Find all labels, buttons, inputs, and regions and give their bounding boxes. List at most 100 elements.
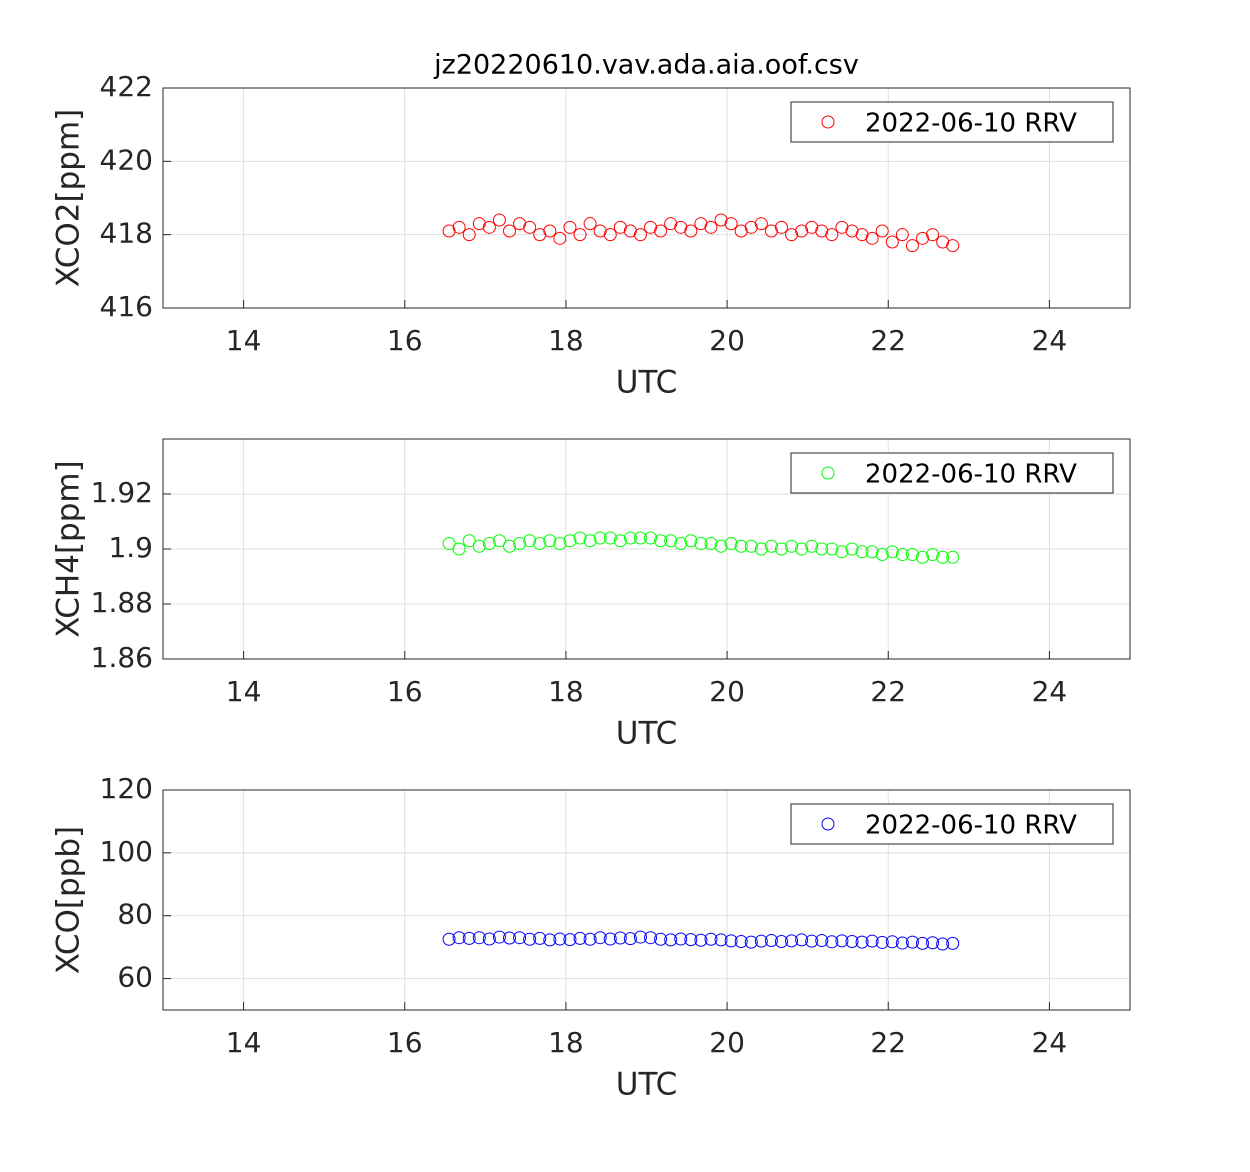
data-point bbox=[533, 537, 547, 550]
data-point bbox=[734, 539, 748, 553]
data-point bbox=[623, 932, 637, 946]
data-point bbox=[503, 931, 517, 945]
data-point bbox=[442, 537, 456, 550]
data-point bbox=[835, 934, 849, 948]
data-point bbox=[563, 534, 577, 548]
data-point bbox=[936, 235, 950, 249]
data-point bbox=[654, 224, 668, 238]
data-point bbox=[774, 934, 788, 948]
data-point bbox=[875, 935, 889, 949]
y-axis-label: XCO[ppb] bbox=[51, 826, 87, 974]
y-tick-label: 100 bbox=[100, 835, 153, 868]
data-point bbox=[754, 542, 768, 556]
data-point bbox=[936, 550, 950, 564]
x-tick-label: 18 bbox=[548, 324, 584, 357]
data-point bbox=[714, 539, 728, 553]
data-point bbox=[664, 933, 678, 947]
x-tick-label: 20 bbox=[709, 324, 745, 357]
data-point bbox=[815, 224, 829, 238]
data-point bbox=[835, 545, 849, 559]
data-point bbox=[633, 930, 647, 944]
data-point bbox=[613, 220, 627, 234]
y-tick-label: 1.86 bbox=[91, 641, 153, 674]
legend-label: 2022-06-10 RRV bbox=[865, 109, 1077, 139]
y-tick-label: 422 bbox=[100, 70, 153, 103]
data-point bbox=[593, 531, 607, 545]
data-point bbox=[694, 933, 708, 947]
data-point bbox=[845, 224, 859, 238]
data-point bbox=[764, 539, 778, 553]
x-tick-label: 14 bbox=[226, 1026, 262, 1059]
data-point bbox=[472, 217, 486, 231]
y-tick-label: 1.88 bbox=[91, 586, 153, 619]
data-point bbox=[764, 934, 778, 948]
data-point bbox=[583, 932, 597, 946]
data-point bbox=[795, 542, 809, 556]
data-point bbox=[603, 932, 617, 946]
x-tick-label: 16 bbox=[387, 675, 423, 708]
axes-frame bbox=[162, 789, 1131, 1011]
data-point bbox=[724, 217, 738, 231]
data-point bbox=[915, 936, 929, 950]
data-point bbox=[805, 539, 819, 553]
data-point bbox=[563, 220, 577, 234]
data-point bbox=[694, 217, 708, 231]
data-point bbox=[462, 534, 476, 548]
data-point bbox=[754, 934, 768, 948]
data-point bbox=[623, 531, 637, 545]
data-point bbox=[724, 934, 738, 948]
y-tick-label: 60 bbox=[117, 961, 153, 994]
data-point bbox=[774, 220, 788, 234]
data-point bbox=[744, 220, 758, 234]
data-point bbox=[875, 548, 889, 561]
data-point bbox=[905, 935, 919, 949]
data-point bbox=[845, 934, 859, 948]
x-tick-label: 16 bbox=[387, 1026, 423, 1059]
data-point bbox=[644, 931, 658, 945]
data-point bbox=[865, 934, 879, 948]
data-point bbox=[674, 932, 688, 946]
data-point bbox=[633, 531, 647, 545]
data-point bbox=[885, 545, 899, 559]
data-point bbox=[946, 550, 960, 564]
x-tick-label: 24 bbox=[1032, 1026, 1068, 1059]
data-point bbox=[513, 931, 527, 945]
data-point bbox=[895, 936, 909, 950]
x-tick-label: 14 bbox=[226, 675, 262, 708]
data-point bbox=[805, 934, 819, 948]
legend-label: 2022-06-10 RRV bbox=[865, 460, 1077, 490]
data-point bbox=[815, 542, 829, 556]
data-point bbox=[523, 534, 537, 548]
data-point bbox=[523, 932, 537, 946]
data-point bbox=[805, 220, 819, 234]
data-point bbox=[926, 936, 940, 950]
legend-marker bbox=[821, 817, 835, 831]
data-point bbox=[603, 531, 617, 545]
data-point bbox=[734, 224, 748, 238]
data-point bbox=[533, 228, 547, 242]
data-point bbox=[744, 539, 758, 553]
legend-box bbox=[790, 803, 1114, 845]
data-point bbox=[543, 933, 557, 947]
data-point bbox=[583, 534, 597, 548]
data-point bbox=[895, 548, 909, 561]
chart-title: jz20220610.vav.ada.aia.oof.csv bbox=[433, 50, 859, 81]
data-point bbox=[946, 936, 960, 950]
data-point bbox=[523, 220, 537, 234]
data-point bbox=[915, 550, 929, 564]
data-point bbox=[825, 228, 839, 242]
x-axis-label: UTC bbox=[616, 365, 677, 401]
data-point bbox=[452, 931, 466, 945]
y-tick-label: 420 bbox=[100, 143, 153, 176]
data-point bbox=[472, 539, 486, 553]
data-point bbox=[774, 542, 788, 556]
data-point bbox=[724, 537, 738, 550]
data-point bbox=[855, 935, 869, 949]
data-point bbox=[905, 548, 919, 561]
data-point bbox=[714, 213, 728, 227]
x-tick-label: 16 bbox=[387, 324, 423, 357]
data-point bbox=[644, 220, 658, 234]
data-point bbox=[654, 534, 668, 548]
data-point bbox=[533, 931, 547, 945]
data-point bbox=[704, 932, 718, 946]
